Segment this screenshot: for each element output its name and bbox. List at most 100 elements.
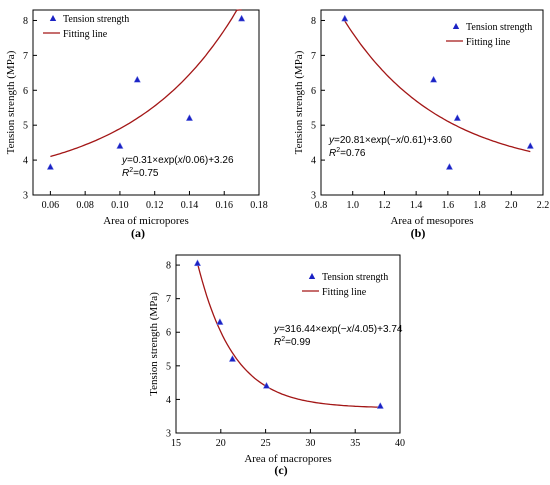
x-tick-label: 0.10 [111, 200, 129, 211]
plot-frame [32, 9, 260, 196]
data-point [216, 318, 224, 325]
equation-part: y [273, 324, 280, 335]
y-tick-label: 5 [311, 121, 316, 132]
x-tick-label: 0.8 [315, 200, 328, 211]
y-tick-label: 6 [23, 86, 28, 97]
x-tick-label: 1.4 [410, 200, 423, 211]
panel-label: (b) [411, 226, 426, 240]
x-tick-label: 25 [261, 438, 271, 449]
data-point [185, 114, 194, 121]
data-point [133, 75, 141, 83]
y-tick-label: 8 [311, 16, 316, 27]
legend-marker-icon [49, 15, 57, 21]
r-symbol: R [329, 148, 336, 159]
y-tick-label: 4 [311, 156, 316, 167]
x-tick-label: 35 [350, 438, 360, 449]
equation-part: y [121, 155, 128, 166]
x-tick-label: 20 [216, 438, 226, 449]
data-point [453, 114, 461, 121]
r-squared: R2=0.75 [122, 167, 159, 179]
equation-part: x [346, 324, 353, 335]
x-tick-label: 40 [395, 438, 405, 449]
x-tick-label: 15 [171, 438, 181, 449]
y-axis-label: Tension strength (MPa) [293, 50, 305, 154]
x-tick-label: 30 [305, 438, 315, 449]
x-tick-label: 2.2 [537, 200, 550, 211]
y-tick-label: 8 [166, 261, 171, 272]
fit-equation: y=0.31×exp(x/0.06)+3.26 [121, 155, 234, 166]
chart-panel-c: 15 20 25 30 35 40 3 4 5 6 7 8 Area of macropores Tens… [148, 254, 405, 477]
x-tick-label: 0.08 [76, 200, 94, 211]
y-tick-label: 6 [311, 86, 316, 97]
x-tick-label: 2.0 [505, 200, 518, 211]
chart-panel-b: 0.8 1.0 1.2 1.4 1.6 1.8 2.0 2.2 3 4 5 6 7 8 Area of me… [293, 9, 550, 240]
equation-part: /0.61)+3.60 [401, 135, 452, 146]
x-tick-label: 0.12 [146, 200, 164, 211]
fitting-line [196, 263, 381, 408]
y-axis-label: Tension strength (MPa) [5, 50, 17, 154]
fit-equation: y=316.44×exp(−x/4.05)+3.74 [273, 324, 403, 335]
data-point [376, 402, 384, 409]
plot-frame [175, 254, 401, 434]
y-tick-label: 3 [166, 429, 171, 440]
r-superscript: 2 [281, 336, 285, 343]
legend-entry: Fitting line [466, 37, 511, 48]
y-axis-label: Tension strength (MPa) [148, 292, 160, 396]
equation-part: p( [169, 155, 179, 166]
equation-part: =0.31×e [127, 155, 164, 166]
fitting-line [50, 9, 242, 158]
panel-label: (c) [274, 463, 287, 477]
legend-entry: Fitting line [322, 287, 367, 298]
legend-entry: Tension strength [322, 272, 388, 283]
legend-entry: Tension strength [63, 14, 129, 25]
y-tick-label: 7 [311, 51, 316, 62]
x-tick-label: 0.06 [42, 200, 60, 211]
data-point [341, 14, 349, 22]
equation-part: x [395, 135, 402, 146]
data-point [262, 381, 271, 389]
data-point [116, 142, 124, 149]
data-point [429, 75, 438, 83]
legend-entry: Fitting line [63, 29, 108, 40]
chart-panel-a: 0.06 0.08 0.10 0.12 0.14 0.16 0.18 3 4 5 6 7 8 Area o… [5, 9, 268, 240]
equation-part: p(− [332, 324, 347, 335]
y-tick-label: 3 [311, 191, 316, 202]
r-value: =0.75 [133, 168, 159, 179]
y-tick-label: 5 [23, 121, 28, 132]
x-tick-label: 1.0 [346, 200, 359, 211]
y-tick-label: 4 [23, 156, 28, 167]
data-point [46, 162, 55, 170]
x-tick-label: 0.18 [250, 200, 268, 211]
fitting-line [344, 20, 531, 153]
data-point [228, 354, 237, 362]
equation-part: /4.05)+3.74 [352, 324, 403, 335]
r-symbol: R [274, 337, 281, 348]
y-tick-label: 6 [166, 328, 171, 339]
r-superscript: 2 [336, 147, 340, 154]
equation-part: p(− [381, 135, 396, 146]
r-superscript: 2 [129, 167, 133, 174]
legend-entry: Tension strength [466, 22, 532, 33]
panel-label: (a) [131, 226, 145, 240]
y-tick-label: 8 [23, 16, 28, 27]
legend-marker-icon [308, 273, 316, 279]
x-axis-label: Area of macropores [244, 453, 331, 465]
y-tick-label: 7 [166, 294, 171, 305]
r-symbol: R [122, 168, 129, 179]
r-value: =0.99 [285, 337, 311, 348]
equation-part: =316.44×e [279, 324, 327, 335]
y-tick-label: 3 [23, 191, 28, 202]
r-value: =0.76 [340, 148, 366, 159]
r-squared: R2=0.76 [329, 147, 366, 159]
data-point [445, 162, 454, 170]
r-squared: R2=0.99 [274, 336, 311, 348]
data-point [193, 259, 202, 267]
plot-frame [320, 9, 544, 196]
x-axis-label: Area of mesopores [390, 215, 473, 227]
x-tick-label: 1.6 [442, 200, 455, 211]
x-axis-label: Area of micropores [103, 215, 189, 227]
data-point [237, 14, 246, 22]
x-tick-label: 1.2 [378, 200, 391, 211]
data-point [526, 142, 534, 149]
